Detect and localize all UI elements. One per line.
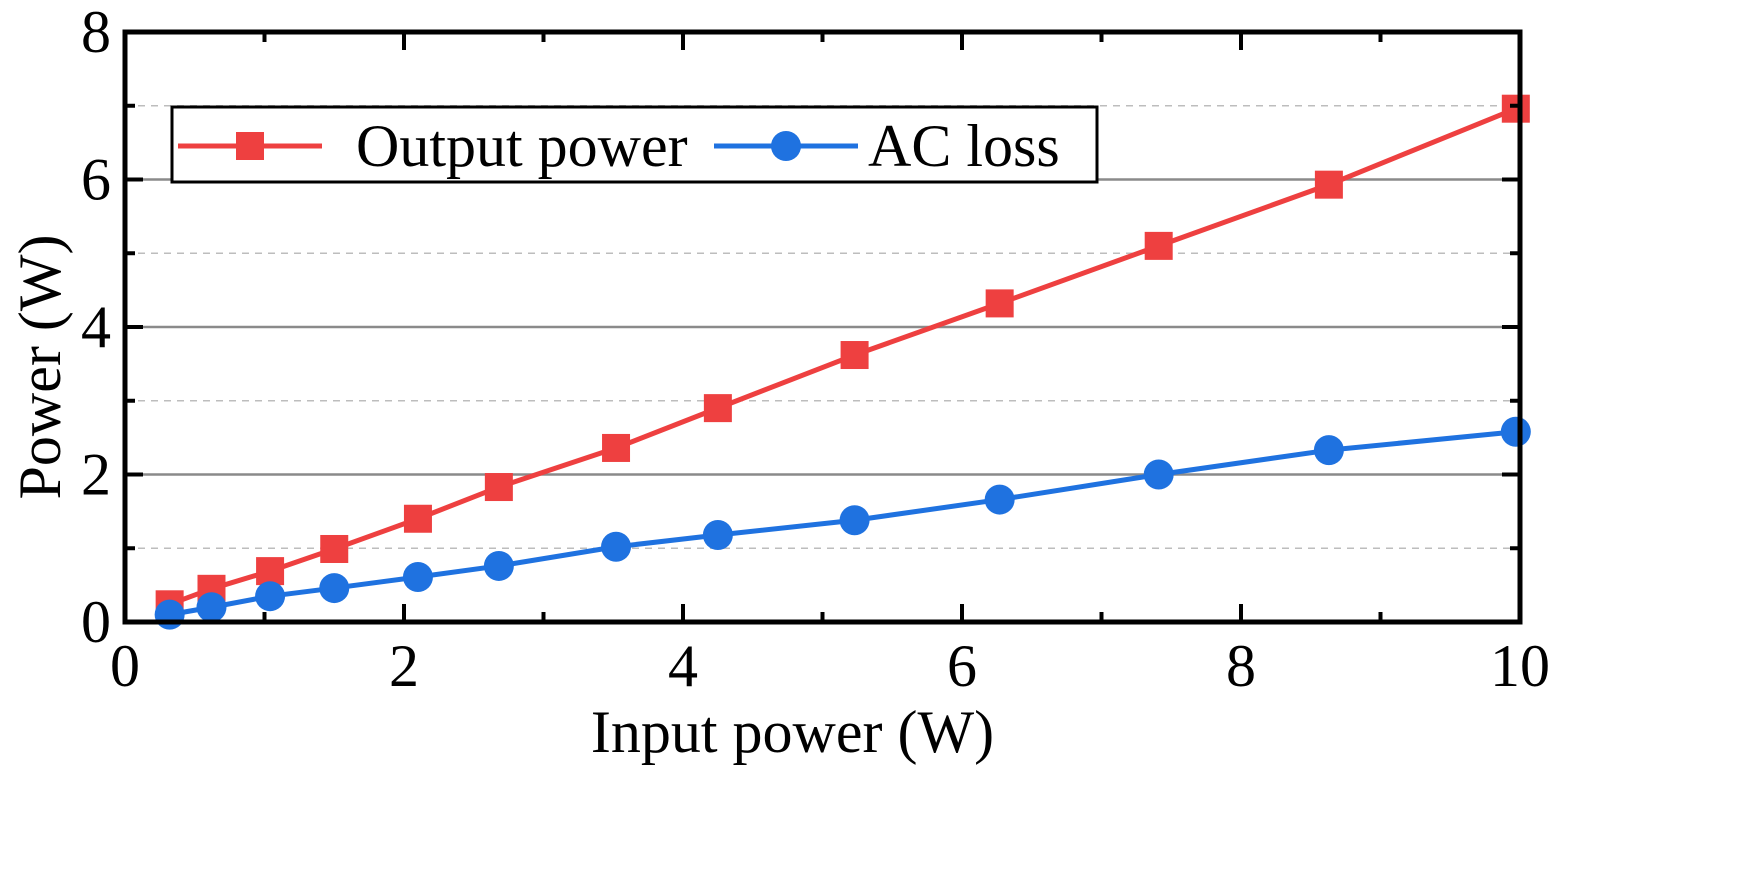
series-ac-loss [154, 416, 1531, 630]
data-point-circle [319, 573, 350, 604]
data-point-circle [154, 599, 185, 630]
legend-box [170, 105, 1099, 184]
data-point-circle [255, 581, 286, 612]
x-tick-label: 8 [1226, 633, 1256, 699]
data-point-square [484, 473, 513, 502]
data-point-square [1314, 170, 1343, 199]
data-point-square [985, 289, 1014, 318]
y-tick-label: 0 [81, 589, 111, 655]
data-point-square [1144, 231, 1173, 260]
data-point-circle [984, 484, 1015, 515]
x-axis-title: Input power (W) [591, 699, 994, 765]
data-point-square [703, 394, 732, 423]
data-point-square [403, 504, 432, 533]
data-point-circle [601, 531, 632, 562]
data-point-square [840, 341, 869, 370]
data-point-square [320, 534, 349, 563]
legend-label-output-power: Output power [356, 113, 688, 179]
data-point-circle [1500, 416, 1531, 447]
x-tick-label: 6 [947, 633, 977, 699]
legend-marker-output-power [236, 132, 264, 160]
x-tick-label: 4 [668, 633, 698, 699]
legend-marker-ac-loss [771, 131, 801, 161]
data-point-circle [196, 592, 227, 623]
data-point-square [1501, 94, 1530, 123]
y-tick-label: 8 [81, 0, 111, 65]
data-point-circle [702, 519, 733, 550]
data-point-circle [1143, 459, 1174, 490]
data-point-circle [839, 505, 870, 536]
series-group [154, 94, 1531, 630]
y-tick-label: 4 [81, 294, 111, 360]
x-tick-label: 0 [110, 633, 140, 699]
y-axis-title: Power (W) [7, 235, 73, 500]
data-point-square [602, 433, 631, 462]
legend: Output power AC loss [170, 105, 1099, 184]
axis-ticks [123, 30, 1522, 624]
legend-label-ac-loss: AC loss [868, 113, 1060, 179]
x-tick-label: 10 [1490, 633, 1550, 699]
tick-labels: 0 2 4 6 8 10 0 2 4 6 8 [81, 0, 1550, 699]
data-point-circle [402, 562, 433, 593]
y-tick-label: 6 [81, 147, 111, 213]
data-point-circle [1313, 435, 1344, 466]
y-tick-label: 2 [81, 442, 111, 508]
data-point-circle [483, 550, 514, 581]
x-tick-label: 2 [389, 633, 419, 699]
data-point-square [256, 557, 285, 586]
